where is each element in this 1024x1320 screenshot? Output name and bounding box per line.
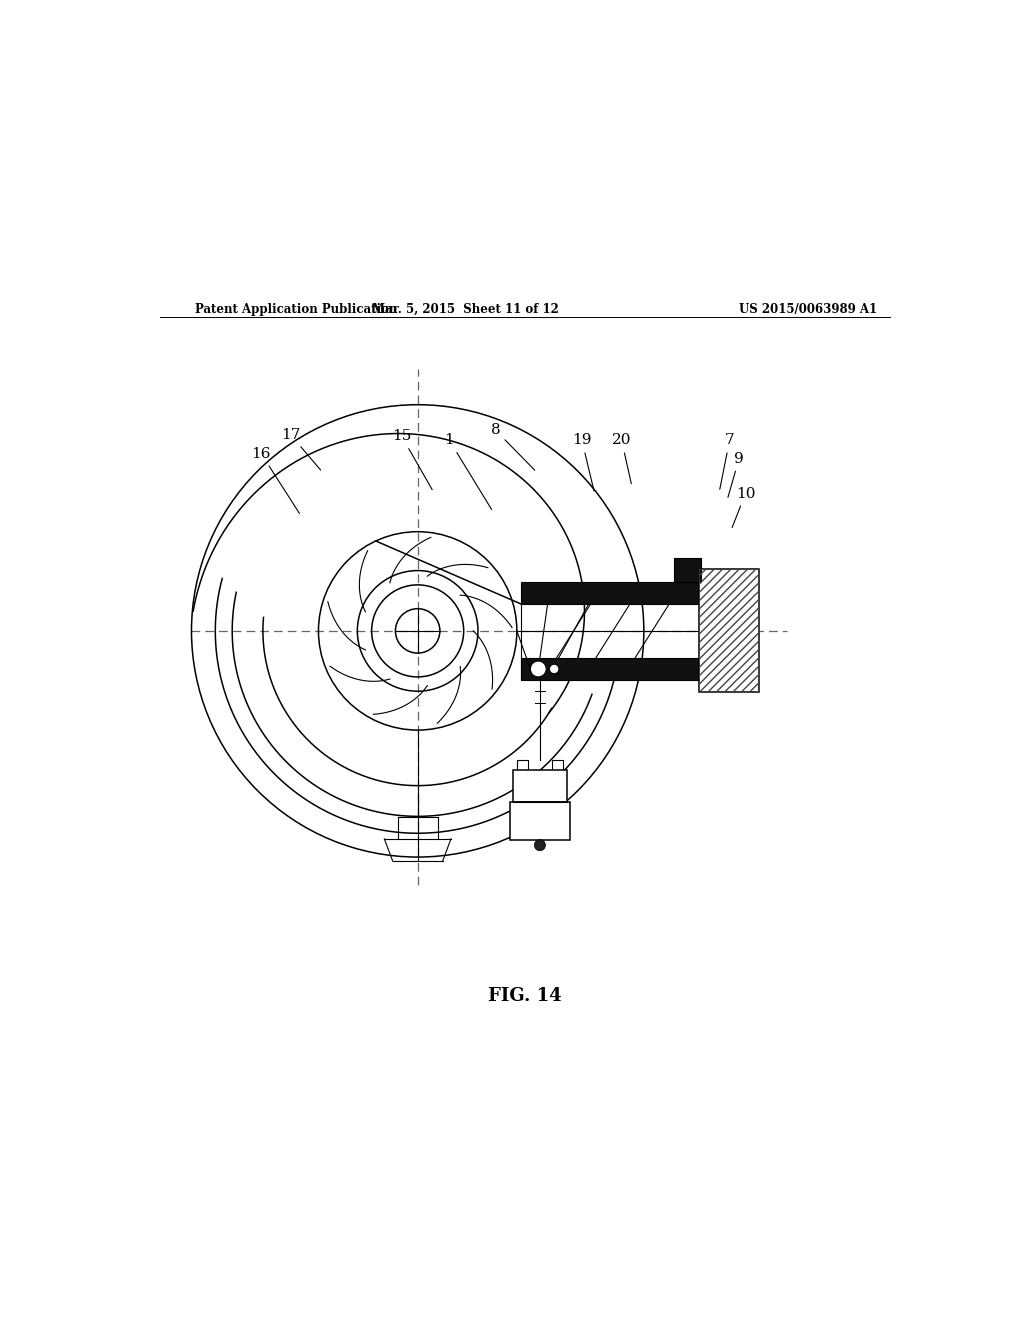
Text: 7: 7 — [720, 433, 734, 490]
Bar — [674, 558, 701, 582]
Circle shape — [530, 661, 546, 677]
Text: 20: 20 — [612, 433, 632, 483]
Text: 1: 1 — [444, 433, 492, 510]
Circle shape — [550, 664, 559, 673]
Bar — [521, 582, 699, 605]
Text: 10: 10 — [732, 487, 755, 528]
Bar — [510, 801, 570, 840]
Circle shape — [535, 840, 546, 850]
Bar — [699, 569, 759, 693]
Bar — [552, 760, 563, 770]
Text: 9: 9 — [728, 451, 744, 498]
Bar — [513, 770, 567, 801]
Text: Patent Application Publication: Patent Application Publication — [196, 304, 398, 315]
Bar — [521, 657, 699, 680]
Bar — [699, 569, 759, 693]
Text: 15: 15 — [392, 429, 432, 490]
Text: 17: 17 — [281, 428, 321, 470]
Text: Mar. 5, 2015  Sheet 11 of 12: Mar. 5, 2015 Sheet 11 of 12 — [372, 304, 559, 315]
Text: 16: 16 — [252, 447, 299, 513]
Text: 19: 19 — [572, 433, 594, 491]
Text: 8: 8 — [490, 424, 535, 470]
Text: FIG. 14: FIG. 14 — [488, 987, 561, 1005]
Text: US 2015/0063989 A1: US 2015/0063989 A1 — [739, 304, 878, 315]
Bar — [517, 760, 528, 770]
